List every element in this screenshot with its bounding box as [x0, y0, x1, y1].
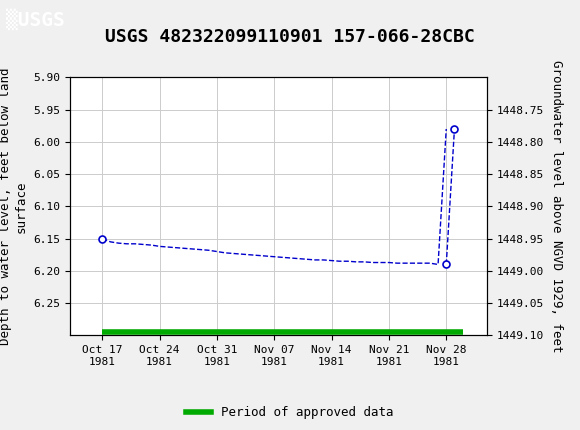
Y-axis label: Depth to water level, feet below land
surface: Depth to water level, feet below land su… [0, 68, 27, 345]
Text: USGS 482322099110901 157-066-28CBC: USGS 482322099110901 157-066-28CBC [105, 28, 475, 46]
Text: ▒USGS: ▒USGS [6, 9, 64, 30]
Y-axis label: Groundwater level above NGVD 1929, feet: Groundwater level above NGVD 1929, feet [550, 60, 563, 353]
Legend: Period of approved data: Period of approved data [181, 401, 399, 424]
